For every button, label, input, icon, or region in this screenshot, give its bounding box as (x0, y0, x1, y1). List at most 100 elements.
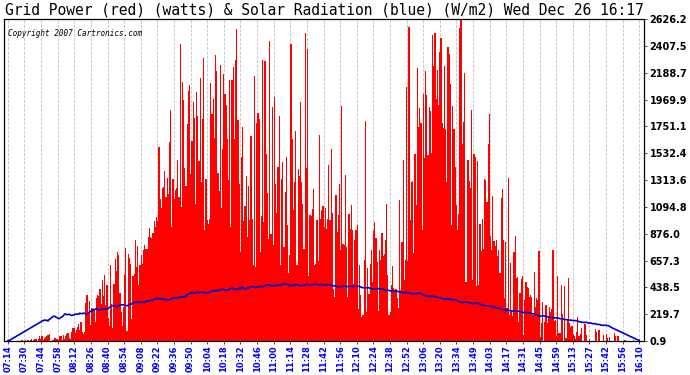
Bar (464, 73, 465, 341)
Bar (492, 196, 493, 341)
Bar (508, 178, 509, 341)
Bar (568, 278, 569, 341)
Bar (407, 261, 408, 341)
Bar (39, 336, 40, 341)
Bar (277, 167, 279, 341)
Bar (496, 240, 497, 341)
Bar (546, 322, 548, 341)
Bar (287, 225, 288, 341)
Bar (378, 311, 379, 341)
Bar (166, 178, 168, 341)
Bar (533, 272, 535, 341)
Bar (43, 340, 44, 341)
Bar (66, 334, 68, 341)
Bar (51, 340, 52, 341)
Bar (181, 207, 182, 341)
Bar (300, 102, 301, 341)
Bar (150, 237, 151, 341)
Bar (420, 123, 422, 341)
Bar (352, 230, 353, 341)
Bar (398, 308, 399, 341)
Bar (158, 147, 159, 341)
Bar (400, 290, 402, 341)
Bar (578, 336, 580, 341)
Bar (59, 336, 61, 341)
Bar (109, 326, 110, 341)
Bar (491, 250, 492, 341)
Bar (308, 276, 309, 341)
Bar (410, 220, 411, 341)
Bar (255, 267, 256, 341)
Bar (179, 44, 181, 341)
Bar (189, 86, 190, 341)
Bar (117, 252, 118, 341)
Bar (489, 114, 490, 341)
Bar (290, 44, 292, 341)
Bar (18, 340, 19, 341)
Bar (339, 184, 340, 341)
Bar (304, 249, 305, 341)
Bar (445, 129, 446, 341)
Bar (154, 221, 155, 341)
Bar (484, 179, 485, 341)
Bar (155, 227, 156, 341)
Bar (70, 339, 71, 341)
Bar (121, 326, 123, 341)
Bar (482, 219, 483, 341)
Bar (133, 274, 135, 341)
Bar (313, 189, 314, 341)
Bar (319, 135, 320, 341)
Bar (394, 290, 395, 341)
Bar (90, 325, 91, 341)
Bar (267, 193, 268, 341)
Bar (257, 112, 259, 341)
Bar (512, 316, 513, 341)
Bar (95, 322, 96, 341)
Bar (412, 182, 413, 341)
Bar (411, 182, 412, 341)
Bar (230, 227, 232, 341)
Bar (252, 219, 253, 341)
Bar (31, 339, 32, 341)
Bar (81, 332, 83, 341)
Bar (458, 214, 460, 341)
Bar (548, 317, 549, 341)
Bar (595, 329, 596, 341)
Bar (266, 154, 267, 341)
Bar (486, 202, 488, 341)
Bar (219, 65, 221, 341)
Bar (345, 175, 346, 341)
Bar (203, 58, 204, 341)
Bar (41, 336, 43, 341)
Bar (571, 326, 573, 341)
Bar (450, 84, 451, 341)
Bar (289, 255, 290, 341)
Bar (443, 128, 444, 341)
Bar (84, 332, 85, 341)
Bar (73, 328, 75, 341)
Bar (68, 338, 70, 341)
Bar (45, 337, 46, 341)
Bar (76, 330, 77, 341)
Bar (38, 339, 39, 341)
Bar (472, 279, 473, 341)
Bar (118, 255, 119, 341)
Bar (351, 205, 352, 341)
Bar (368, 294, 370, 341)
Bar (485, 180, 486, 341)
Bar (68, 333, 69, 341)
Bar (79, 330, 81, 341)
Bar (272, 107, 273, 341)
Bar (195, 204, 196, 341)
Bar (64, 339, 65, 341)
Bar (163, 187, 164, 341)
Bar (236, 29, 237, 341)
Bar (139, 266, 141, 341)
Bar (284, 192, 286, 341)
Bar (439, 52, 440, 341)
Bar (537, 300, 538, 341)
Bar (242, 127, 244, 341)
Bar (596, 332, 598, 341)
Bar (182, 82, 183, 341)
Bar (135, 240, 136, 341)
